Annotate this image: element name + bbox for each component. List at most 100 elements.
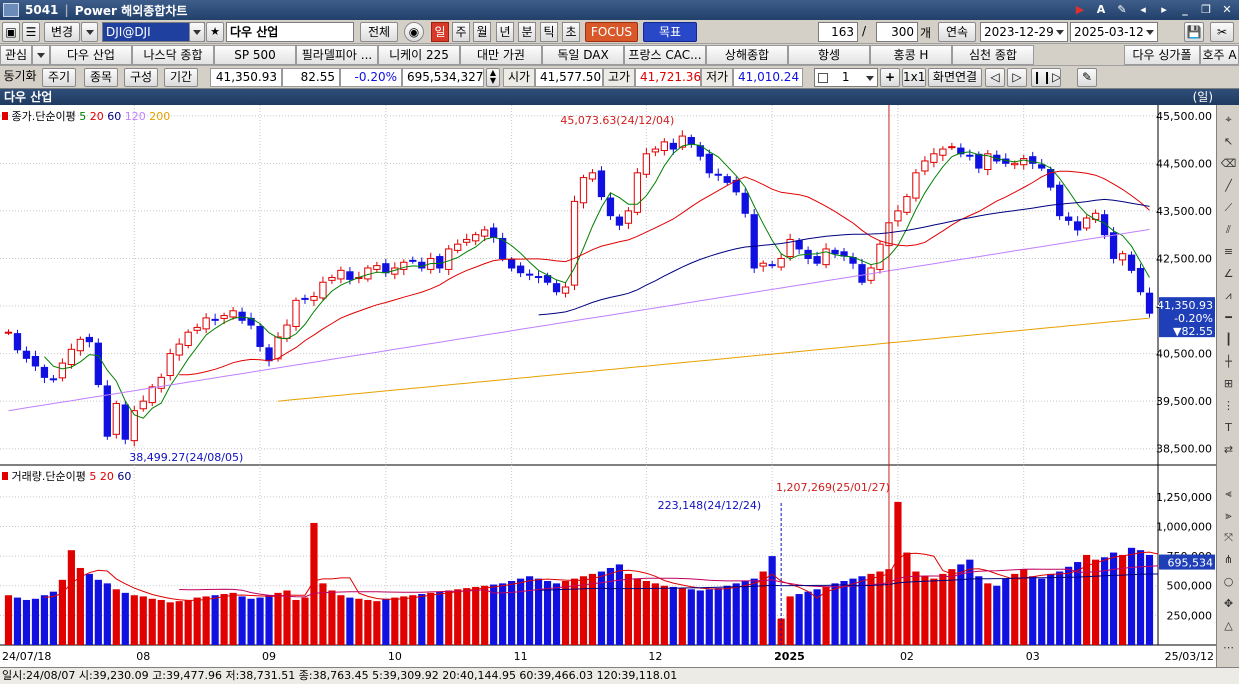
period-week[interactable]: 주 (452, 22, 470, 42)
restore-icon[interactable]: ❐ (1201, 3, 1211, 16)
settings-icon[interactable]: ✎ (1117, 3, 1127, 16)
candle-body (678, 135, 686, 148)
andrews-icon[interactable]: ⋔ (1223, 553, 1234, 566)
list-icon[interactable]: ☰ (22, 22, 40, 42)
tab-nikkei[interactable]: 니케이 225 (378, 45, 460, 65)
cycle-icon[interactable]: ⋮ (1223, 399, 1234, 412)
period-year[interactable]: 년 (496, 22, 514, 42)
time-tick-label: 03 (1026, 650, 1040, 663)
cursor-tool-icon[interactable]: ⌖ (1225, 113, 1232, 126)
period-minute[interactable]: 분 (518, 22, 536, 42)
symbol-button[interactable]: 종목 (84, 68, 118, 87)
tab-hangseng[interactable]: 항셍 (788, 45, 870, 65)
tab-taiwan[interactable]: 대만 가권 (460, 45, 542, 65)
data-count-input[interactable]: 163 (818, 22, 858, 42)
period-day[interactable]: 일 (431, 22, 449, 42)
first-icon[interactable]: ◂ (1140, 3, 1146, 16)
speed-line-icon[interactable]: ⤧ (1224, 531, 1233, 544)
symbol-dropdown-icon[interactable] (189, 22, 205, 42)
symbol-code-input[interactable]: DJI@DJI (102, 22, 205, 42)
interest-button[interactable]: 관심 (0, 45, 32, 65)
save-icon[interactable]: 💾 (1184, 22, 1204, 42)
channel-icon[interactable]: ⫽ (1226, 223, 1231, 236)
hline-icon[interactable]: ━ (1225, 311, 1232, 324)
change-button[interactable]: 변경 (44, 22, 80, 42)
trend-line-icon[interactable]: ╱ (1225, 179, 1232, 192)
candle-body (579, 177, 588, 204)
candle-body (660, 141, 668, 151)
time-tick-label: 12 (648, 650, 662, 663)
fibo-fan-icon[interactable]: ⫷ (1225, 487, 1232, 500)
end-date-picker[interactable]: 2025-03-12 (1070, 22, 1158, 42)
composition-button[interactable]: 구성 (124, 68, 158, 87)
volume-bar (22, 599, 31, 645)
period-tick[interactable]: 틱 (540, 22, 558, 42)
angle-icon[interactable]: ∠ (1223, 267, 1234, 280)
spin-icon[interactable]: ▲ ▼ (486, 68, 500, 87)
cycle-button[interactable]: 주기 (42, 68, 76, 87)
chart-area[interactable]: 45,500.0044,500.0043,500.0042,500.0041,5… (0, 105, 1216, 667)
ray-line-icon[interactable]: ⟋ (1224, 201, 1233, 214)
layout-icon[interactable]: ▣ (2, 22, 20, 42)
tab-philadelphia[interactable]: 필라델피아 ... (296, 45, 378, 65)
tab-australia[interactable]: 호주 A (1200, 45, 1239, 65)
candle-body (525, 273, 534, 276)
checkbox-icon[interactable] (818, 72, 828, 83)
triangle-tool-icon[interactable]: △ (1224, 619, 1233, 632)
volume-bar (849, 578, 857, 645)
continuous-button[interactable]: 연속 (938, 22, 976, 42)
period-second[interactable]: 초 (562, 22, 580, 42)
volume-bar (840, 581, 848, 645)
next-icon[interactable]: ▷ (1007, 68, 1027, 87)
tools-icon[interactable]: ✂ (1210, 22, 1234, 42)
total-count-input[interactable]: 300 (876, 22, 918, 42)
prev-icon[interactable]: ◁ (985, 68, 1005, 87)
candle-body (534, 276, 543, 279)
select-tool-icon[interactable]: ↖ (1223, 135, 1234, 148)
minimize-icon[interactable]: _ (1182, 3, 1188, 16)
pen-icon[interactable]: ✎ (1077, 68, 1097, 87)
change-dropdown-icon[interactable] (81, 22, 98, 42)
screen-link-button[interactable]: 화면연결 (928, 68, 982, 87)
period-month[interactable]: 월 (473, 22, 491, 42)
more-tools-icon[interactable]: ⋯ (1223, 641, 1234, 654)
chart-svg[interactable]: 45,500.0044,500.0043,500.0042,500.0041,5… (0, 105, 1216, 667)
erase-tool-icon[interactable]: ⌫ (1220, 157, 1237, 170)
text-tool-icon[interactable]: T (1225, 421, 1232, 434)
start-date-picker[interactable]: 2023-12-29 (980, 22, 1068, 42)
focus-button[interactable]: FOCUS (585, 22, 638, 42)
gann-icon[interactable]: ⊞ (1223, 377, 1234, 390)
fibo-retrace-icon[interactable]: ⫸ (1225, 509, 1232, 522)
multiplier-select[interactable]: 1 (814, 68, 878, 87)
arrow-tool-icon[interactable]: ⇄ (1223, 443, 1234, 456)
all-button[interactable]: 전체 (360, 22, 398, 42)
tab-dow[interactable]: 다우 산업 (50, 45, 132, 65)
tab-shenzhen[interactable]: 심천 종합 (952, 45, 1034, 65)
tab-cac[interactable]: 프랑스 CAC... (624, 45, 706, 65)
interest-dropdown-icon[interactable] (32, 45, 50, 65)
pause-play-icon[interactable]: ❙❙▷ (1031, 68, 1061, 87)
tab-dax[interactable]: 독일 DAX (542, 45, 624, 65)
ratio-button[interactable]: 1x1 (902, 68, 926, 87)
chart-title: 다우 산업 (4, 90, 53, 104)
favorite-star-icon[interactable]: ★ (206, 22, 224, 42)
record-icon[interactable]: ◉ (404, 22, 424, 42)
tab-sp500[interactable]: SP 500 (214, 45, 296, 65)
fib-icon[interactable]: ≡ (1223, 245, 1234, 258)
circle-tool-icon[interactable]: ○ (1223, 575, 1234, 588)
last-icon[interactable]: ▸ (1161, 3, 1167, 16)
play-icon[interactable]: ▶ (1075, 3, 1085, 16)
zigzag-icon[interactable]: ⩘ (1225, 289, 1232, 302)
move-tool-icon[interactable]: ✥ (1223, 597, 1234, 610)
font-icon[interactable]: A (1096, 3, 1106, 16)
period-button[interactable]: 기간 (164, 68, 198, 87)
tab-hk-h[interactable]: 홍콩 H (870, 45, 952, 65)
close-icon[interactable]: ✕ (1222, 3, 1232, 16)
vline-icon[interactable]: ┃ (1225, 333, 1232, 346)
target-button[interactable]: 목표 (643, 22, 697, 42)
crosshair-icon[interactable]: + (880, 68, 900, 87)
cross-icon[interactable]: ┼ (1225, 355, 1232, 368)
tab-shanghai[interactable]: 상해종합 (706, 45, 788, 65)
tab-nasdaq[interactable]: 나스닥 종합 (132, 45, 214, 65)
tab-dow-singapore[interactable]: 다우 싱가폴 (1124, 45, 1200, 65)
